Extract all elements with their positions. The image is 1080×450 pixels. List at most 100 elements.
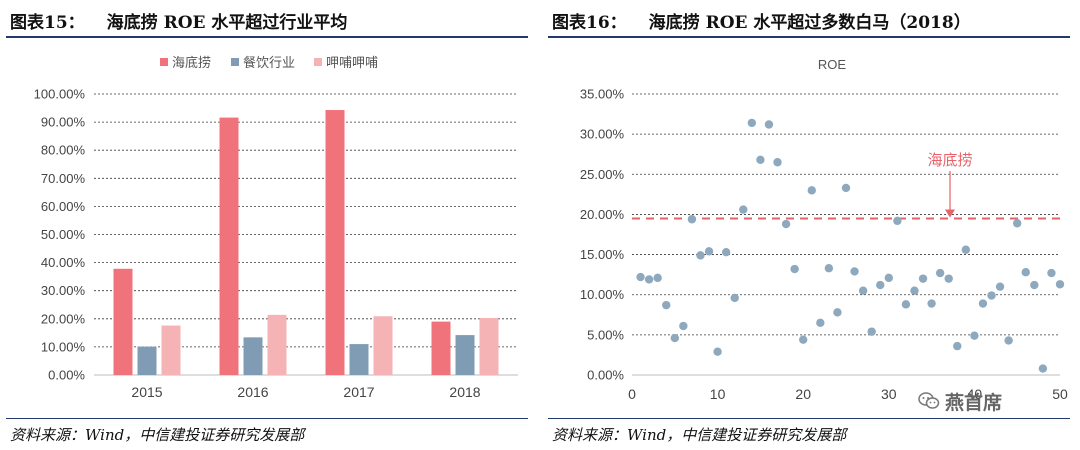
scatter-point [713,347,722,356]
scatter-point [730,293,739,303]
scatter-point [1013,219,1022,228]
scatter-point [1030,280,1039,290]
bar [373,316,393,375]
scatter-y-tick-label: 0.00% [587,368,624,383]
scatter-point [670,333,679,343]
scatter-point [1047,268,1056,278]
bar-x-tick-label: 2017 [343,384,374,400]
scatter-y-tick-label: 30.00% [580,127,625,142]
scatter-point [781,219,791,229]
scatter-point [858,286,868,295]
scatter-chart: ROE 0.00% 5.00% 10.00% 15.00% 20.00% 25.00% 30.… [580,57,1068,402]
scatter-point [987,291,996,300]
scatter-point [910,286,919,295]
left-bottom-rule [6,418,528,419]
bar-y-tick-label: 10.00% [41,339,86,354]
scatter-point [893,216,902,226]
bar-legend-label: 餐饮行业 [243,55,295,70]
wechat-icon [918,392,940,410]
right-figure-number: 图表16： [552,13,627,33]
scatter-point [927,299,936,308]
scatter-point [841,183,851,193]
bar-legend-label: 海底捞 [172,55,211,70]
bar-x-tick-label: 2018 [449,384,480,400]
scatter-point [816,318,825,328]
reference-arrow-head [945,209,955,218]
scatter-point [1038,364,1048,373]
left-figure-title: 图表15： 海底捞 ROE 水平超过行业平均 [10,8,347,33]
scatter-y-tick-label: 5.00% [587,327,624,342]
left-figure-panel: 图表15： 海底捞 ROE 水平超过行业平均 0.00% 10.00% 20.00% 3… [6,0,536,450]
bar-y-tick-label: 100.00% [34,87,86,102]
left-source-note: 资料来源：Wind，中信建投证券研究发展部 [10,426,305,444]
bar-y-tick-label: 50.00% [41,227,86,242]
scatter-point [799,335,808,344]
scatter-point [662,300,671,310]
bar [161,325,181,375]
right-figure-panel: 图表16： 海底捞 ROE 水平超过多数白马（2018） ROE 0.00% 5.00… [548,0,1078,450]
watermark-text: 燕首席 [945,391,1003,414]
scatter-point [918,274,928,283]
bar-legend-swatch [160,58,168,66]
reference-line-label: 海底捞 [927,152,972,169]
watermark: 燕首席 [918,388,1048,414]
scatter-y-tick-label: 10.00% [580,287,625,302]
bar-chart: 0.00% 10.00% 20.00% 30.00% 40.00% 50.00% 60.00… [34,55,518,400]
scatter-y-tick-label: 15.00% [580,247,625,262]
right-figure-title: 图表16： 海底捞 ROE 水平超过多数白马（2018） [552,8,971,33]
scatter-point [978,299,988,308]
bar-y-tick-label: 40.00% [41,255,86,270]
scatter-point [807,186,816,195]
right-title-rule [548,36,1070,38]
scatter-point [653,273,662,283]
scatter-point [687,215,697,224]
bar-x-tick-label: 2016 [237,384,268,400]
scatter-point [901,300,911,309]
scatter-point [704,247,714,256]
scatter-point [970,331,979,340]
scatter-x-tick-label: 30 [881,386,897,402]
right-source-note: 资料来源：Wind，中信建投证券研究发展部 [552,426,847,444]
left-title-rule [6,36,528,38]
scatter-point [721,247,731,257]
scatter-point [1055,280,1065,289]
scatter-point [756,155,765,165]
bar-y-tick-label: 0.00% [48,368,85,383]
scatter-point [876,280,885,290]
scatter-point [833,308,842,317]
bar [455,335,475,375]
scatter-point [739,205,748,214]
bar-y-tick-label: 90.00% [41,115,86,130]
left-figure-number: 图表15： [10,13,85,33]
bar [431,321,451,375]
bar-y-tick-label: 60.00% [41,199,86,214]
scatter-point [773,158,782,167]
scatter-point [850,267,859,276]
scatter-x-tick-label: 20 [795,386,811,402]
scatter-y-tick-label: 25.00% [580,167,625,182]
scatter-point [747,118,757,128]
bar-legend-swatch [231,58,239,66]
bar [219,117,239,375]
bar-y-tick-label: 80.00% [41,143,86,158]
scatter-point [935,268,945,278]
scatter-y-tick-label: 35.00% [580,87,625,102]
scatter-x-tick-label: 0 [628,386,636,402]
scatter-point [953,341,962,351]
bar-y-tick-label: 20.00% [41,311,86,326]
scatter-x-tick-label: 10 [710,386,726,402]
scatter-point [696,251,705,260]
scatter-x-tick-label: 40 [967,386,983,402]
scatter-point [1021,268,1030,277]
scatter-point [944,274,953,283]
scatter-title: ROE [818,57,847,72]
bar [137,346,157,375]
bar-legend-swatch [314,58,322,66]
right-figure-title-text: 海底捞 ROE 水平超过多数白马（2018） [648,13,971,33]
scatter-point [790,264,799,274]
scatter-point [679,321,688,331]
left-figure-title-text: 海底捞 ROE 水平超过行业平均 [106,13,348,33]
scatter-point [1004,336,1013,345]
scatter-point [764,120,774,129]
bar-legend-label: 呷哺呷哺 [326,55,378,70]
